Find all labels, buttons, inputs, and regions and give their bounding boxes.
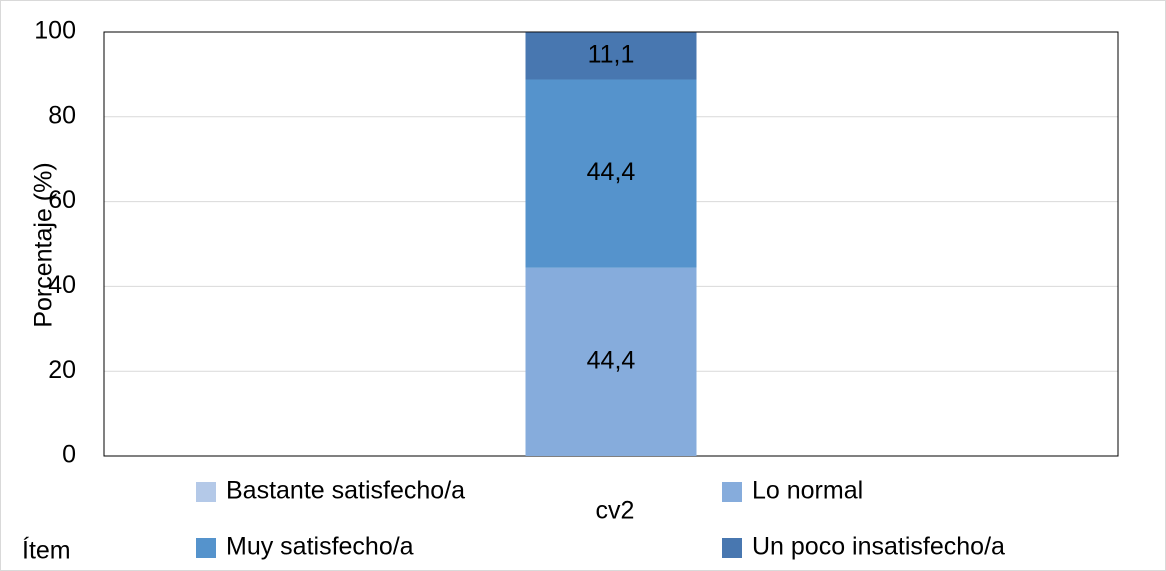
- y-tick-label: 80: [48, 101, 76, 129]
- bar-segment: [525, 267, 697, 456]
- legend-swatch: [722, 538, 742, 558]
- data-label: 44,4: [587, 158, 636, 186]
- x-axis-title: Ítem: [22, 536, 71, 565]
- data-label: 44,4: [587, 346, 636, 374]
- legend-swatch: [722, 482, 742, 502]
- bar-segment: [525, 32, 697, 80]
- x-tick-label: cv2: [596, 497, 635, 525]
- bar-segment: [525, 79, 697, 268]
- legend-label: Lo normal: [752, 477, 863, 505]
- legend-swatch: [196, 538, 216, 558]
- legend-label: Muy satisfecho/a: [226, 533, 414, 561]
- data-label: 11,1: [588, 41, 635, 69]
- legend-label: Bastante satisfecho/a: [226, 477, 465, 505]
- y-tick-label: 40: [48, 271, 76, 299]
- y-tick-label: 100: [34, 17, 76, 45]
- y-axis-title: Porcentaje (%): [30, 162, 58, 327]
- y-tick-label: 20: [48, 356, 76, 384]
- legend-swatch: [196, 482, 216, 502]
- y-tick-label: 0: [62, 441, 76, 469]
- y-tick-label: 60: [48, 186, 76, 214]
- legend-label: Un poco insatisfecho/a: [752, 533, 1005, 561]
